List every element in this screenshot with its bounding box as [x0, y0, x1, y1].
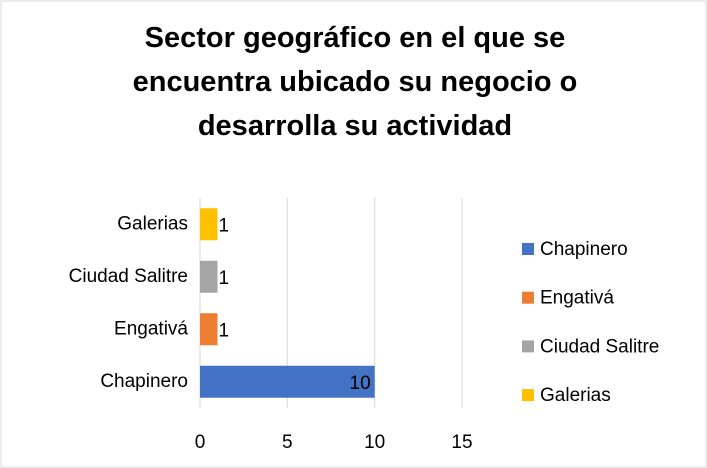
x-tick-label: 10: [364, 432, 385, 453]
legend-swatch: [522, 340, 534, 353]
y-tick-label: Galerias: [117, 213, 188, 234]
legend-label: Engativá: [540, 288, 614, 309]
y-tick-label: Engativá: [114, 318, 188, 339]
legend-swatch: [522, 243, 534, 255]
x-tick-label: 15: [451, 432, 472, 453]
bar: [200, 313, 218, 346]
y-tick-label: Chapinero: [100, 371, 188, 392]
bar: [200, 365, 375, 398]
data-label: 1: [218, 268, 229, 289]
data-label: 10: [350, 373, 371, 394]
bar: [200, 208, 218, 241]
chart-title: Sector geográfico en el que se encuentra…: [132, 22, 578, 142]
legend-swatch: [522, 291, 534, 304]
legend-label: Chapinero: [540, 239, 628, 260]
x-tick-label: 0: [195, 432, 206, 453]
x-tick-label: 5: [282, 432, 293, 453]
y-tick-label: Ciudad Salitre: [69, 266, 188, 287]
legend-swatch: [522, 389, 534, 402]
legend-label: Galerias: [540, 385, 611, 406]
legend-label: Ciudad Salitre: [540, 336, 659, 357]
bar: [200, 260, 218, 293]
data-label: 1: [218, 215, 229, 236]
data-label: 1: [218, 320, 229, 341]
